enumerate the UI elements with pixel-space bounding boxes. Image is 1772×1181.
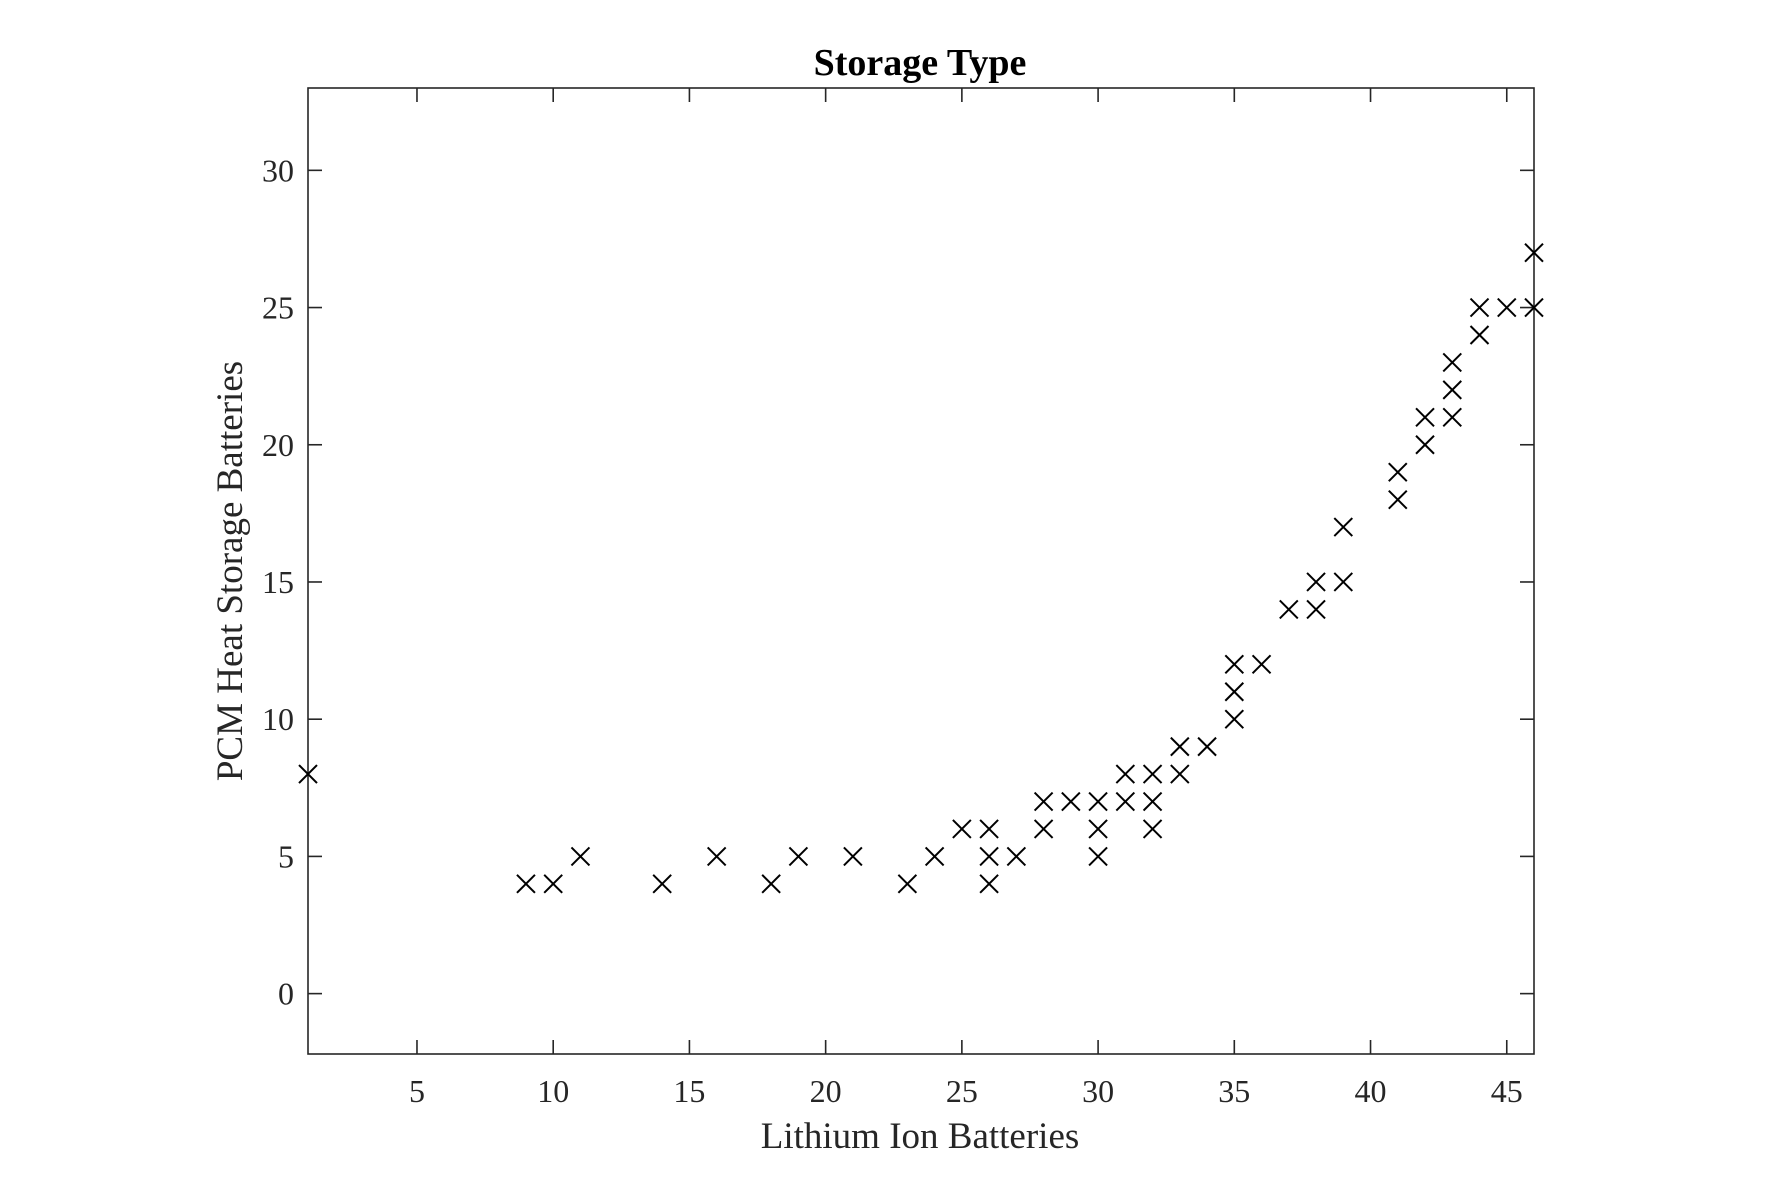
data-point-marker	[979, 846, 999, 867]
data-point-marker	[1469, 297, 1490, 318]
data-point-marker	[1306, 599, 1326, 620]
data-point-marker	[570, 846, 591, 867]
x-tick-label: 40	[1355, 1073, 1387, 1109]
data-point-marker	[1088, 819, 1108, 839]
data-point-marker	[1251, 654, 1272, 675]
x-tick-label: 35	[1218, 1073, 1250, 1109]
data-point-marker	[1197, 736, 1217, 757]
data-point-marker	[1115, 791, 1136, 812]
data-point-marker	[1170, 736, 1190, 757]
data-point-marker	[1524, 242, 1544, 263]
data-point-marker	[1033, 819, 1054, 839]
data-point-marker	[1224, 709, 1245, 729]
data-point-marker	[788, 846, 809, 867]
x-tick-label: 30	[1082, 1073, 1114, 1109]
tick-labels: 5 10 15 20 25 30 35 40 45 0 5 10 15 20 25 30	[262, 152, 1523, 1109]
x-tick-label: 25	[946, 1073, 978, 1109]
data-point-marker	[1442, 352, 1462, 373]
data-point-marker	[1142, 764, 1163, 784]
data-point-marker	[1388, 489, 1408, 510]
y-tick-label: 30	[262, 152, 294, 188]
y-axis-label: PCM Heat Storage Batteries	[210, 361, 251, 781]
data-point-marker	[1088, 846, 1108, 867]
x-axis-label: Lithium Ion Batteries	[761, 1116, 1080, 1157]
data-point-marker	[979, 874, 999, 894]
data-point-marker	[1170, 764, 1190, 784]
plot-frame	[307, 87, 1535, 1055]
y-tick-label: 0	[278, 976, 294, 1012]
data-point-marker	[706, 846, 727, 867]
data-point-marker	[1388, 462, 1408, 482]
data-point-marker	[1442, 380, 1462, 400]
y-tick-label: 15	[262, 564, 294, 600]
x-tick-label: 45	[1491, 1073, 1523, 1109]
data-point-marker	[1306, 572, 1326, 592]
y-tick-label: 5	[278, 838, 294, 874]
data-point-marker	[979, 819, 999, 839]
x-tick-label: 15	[673, 1073, 705, 1109]
data-point-marker	[1333, 517, 1353, 537]
data-point-marker	[1224, 654, 1245, 675]
data-point-marker	[952, 819, 972, 839]
data-point-marker	[1497, 297, 1517, 318]
data-point-marker	[1033, 791, 1054, 812]
data-point-marker	[1524, 297, 1544, 318]
data-point-marker	[1442, 407, 1462, 428]
chart-title: Storage Type	[814, 42, 1027, 84]
data-point-marker	[897, 874, 918, 894]
data-point-marker	[652, 874, 672, 894]
x-tick-label: 20	[810, 1073, 842, 1109]
data-point-marker	[298, 764, 318, 784]
data-point-marker	[1142, 819, 1163, 839]
data-point-marker	[1061, 791, 1081, 812]
data-point-marker	[1115, 764, 1136, 784]
data-point-marker	[1415, 407, 1435, 428]
data-point-marker	[543, 874, 563, 894]
data-point-marker	[1279, 599, 1299, 620]
y-tick-label: 20	[262, 427, 294, 463]
data-point-marker	[843, 846, 863, 867]
axis-ticks	[308, 88, 1534, 1054]
data-point-marker	[516, 874, 536, 894]
data-point-marker	[1224, 682, 1245, 702]
data-point-marker	[1006, 846, 1027, 867]
data-point-marker	[1333, 572, 1353, 592]
data-point-marker	[1415, 435, 1435, 455]
y-tick-label: 25	[262, 290, 294, 326]
data-points	[298, 242, 1544, 894]
data-point-marker	[1088, 791, 1108, 812]
x-tick-label: 5	[409, 1073, 425, 1109]
data-point-marker	[924, 846, 945, 867]
y-tick-label: 10	[262, 701, 294, 737]
data-point-marker	[1142, 791, 1163, 812]
data-point-marker	[761, 874, 781, 894]
data-point-marker	[1469, 325, 1490, 345]
x-tick-label: 10	[537, 1073, 569, 1109]
